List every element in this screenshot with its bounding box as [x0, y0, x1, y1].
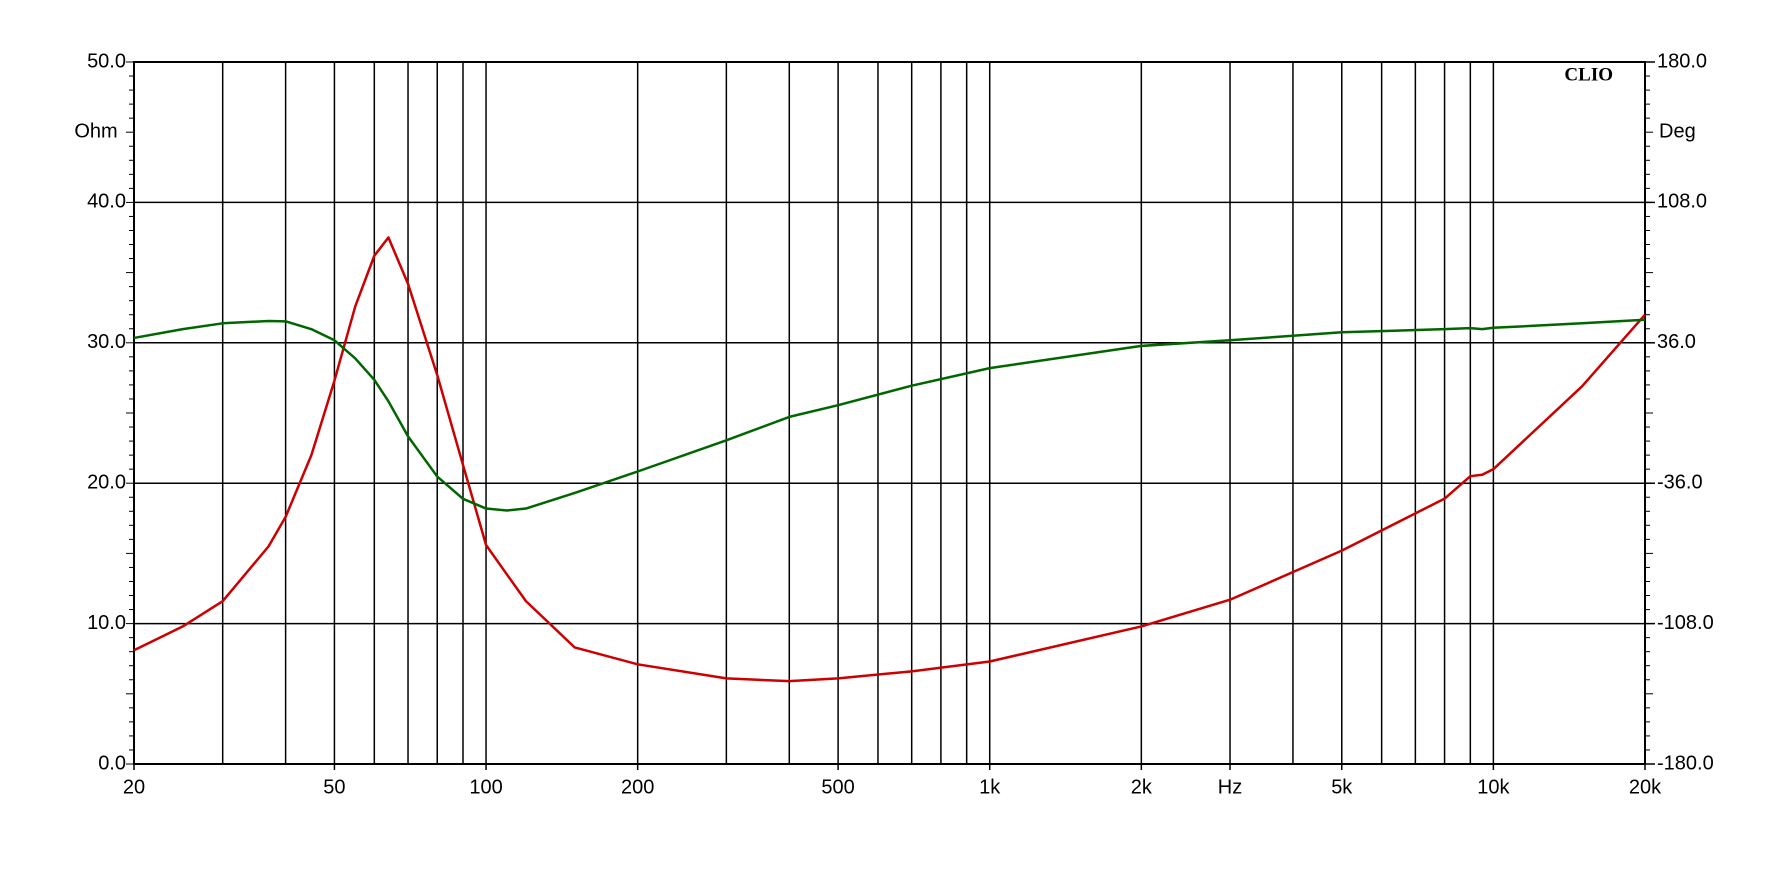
y-tick-label: 50.0	[87, 50, 126, 72]
series-line	[133, 318, 1646, 512]
brand: CLIO	[1564, 64, 1613, 85]
x-tick-label: Hz	[1218, 776, 1242, 798]
x-tick-label: 200	[621, 776, 654, 798]
y2-tick-label: -180.0	[1657, 752, 1714, 774]
y-axis-label: Ohm	[74, 120, 117, 142]
x-tick-label: 500	[821, 776, 854, 798]
x-tick-label: 2k	[1131, 776, 1153, 798]
x-tick-label: 20	[123, 776, 145, 798]
y-tick-label: 40.0	[87, 191, 126, 213]
y2-axis-label: Deg	[1659, 120, 1696, 142]
plot-frame	[133, 61, 1646, 765]
x-tick-label: 1k	[979, 776, 1001, 798]
y-tick-label: 0.0	[98, 752, 126, 774]
y2-tick-label: -36.0	[1657, 471, 1703, 493]
y2-tick-label: 180.0	[1657, 50, 1707, 72]
y2-tick-label: 36.0	[1657, 331, 1696, 353]
y-tick-label: 20.0	[87, 471, 126, 493]
x-tick-label: 10k	[1477, 776, 1510, 798]
y-tick-label: 10.0	[87, 612, 126, 634]
y2-tick-label: -108.0	[1657, 612, 1714, 634]
y-tick-label: 30.0	[87, 331, 126, 353]
x-tick-label: 5k	[1331, 776, 1353, 798]
y2-tick-label: 108.0	[1657, 191, 1707, 213]
x-tick-label: 50	[323, 776, 345, 798]
x-tick-label: 20k	[1629, 776, 1662, 798]
x-tick-label: 100	[469, 776, 502, 798]
series-line	[133, 236, 1646, 683]
